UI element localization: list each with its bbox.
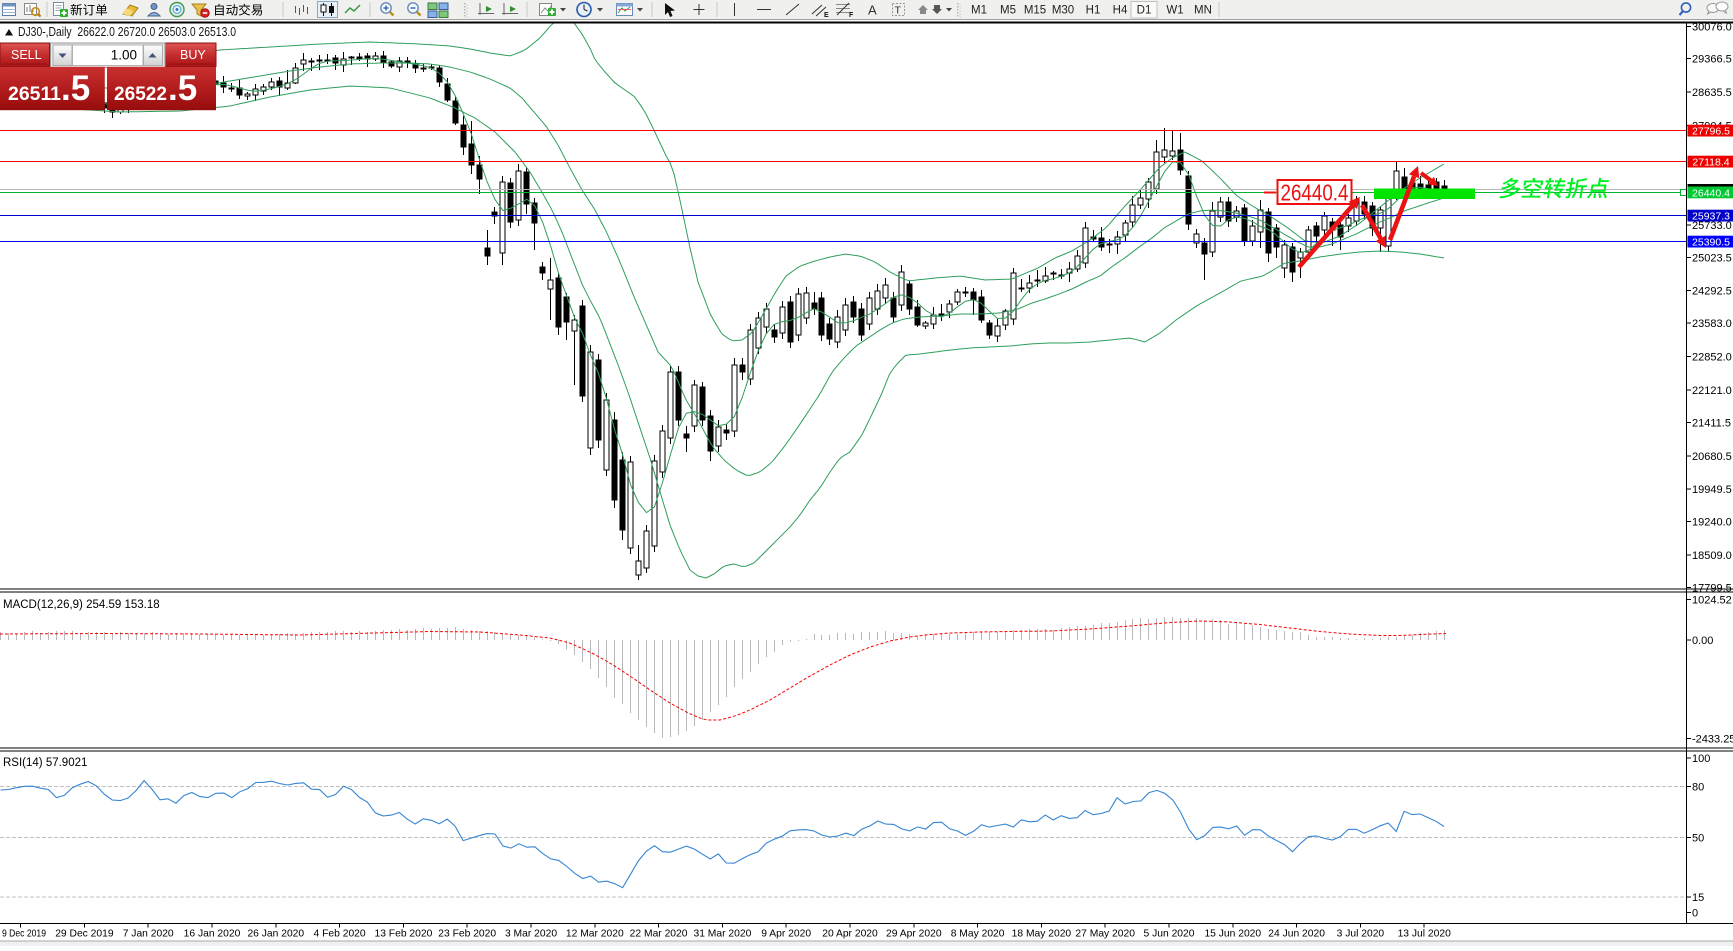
svg-text:8 May 2020: 8 May 2020	[951, 929, 1005, 940]
svg-text:20680.5: 20680.5	[1692, 451, 1732, 463]
svg-text:F: F	[849, 12, 854, 19]
svg-text:5 Jun 2020: 5 Jun 2020	[1144, 929, 1195, 940]
svg-text:23583.0: 23583.0	[1692, 318, 1732, 330]
svg-text:25023.5: 25023.5	[1692, 252, 1732, 264]
svg-text:1024.52: 1024.52	[1692, 594, 1732, 606]
svg-text:27796.5: 27796.5	[1692, 126, 1730, 138]
svg-text:26522: 26522	[114, 83, 167, 105]
svg-text:13 Feb 2020: 13 Feb 2020	[374, 929, 432, 940]
svg-text:4 Feb 2020: 4 Feb 2020	[314, 929, 366, 940]
svg-text:24 Jun 2020: 24 Jun 2020	[1268, 929, 1325, 940]
svg-text:MN: MN	[1194, 5, 1212, 17]
svg-text:9 Dec 2019: 9 Dec 2019	[2, 929, 46, 940]
svg-text:13 Jul 2020: 13 Jul 2020	[1398, 929, 1452, 940]
svg-text:26511: 26511	[8, 83, 61, 105]
svg-text:7 Jan 2020: 7 Jan 2020	[123, 929, 174, 940]
svg-text:15: 15	[1692, 892, 1704, 904]
svg-text:31 Mar 2020: 31 Mar 2020	[693, 929, 751, 940]
svg-text:M1: M1	[971, 5, 987, 17]
svg-text:MACD(12,26,9) 254.59 153.18: MACD(12,26,9) 254.59 153.18	[3, 599, 160, 611]
svg-text:3 Jul 2020: 3 Jul 2020	[1337, 929, 1385, 940]
svg-text:H1: H1	[1086, 5, 1101, 17]
svg-text:29 Apr 2020: 29 Apr 2020	[886, 929, 942, 940]
svg-text:21411.5: 21411.5	[1692, 417, 1731, 429]
svg-text:15 Jun 2020: 15 Jun 2020	[1204, 929, 1261, 940]
svg-text:80: 80	[1692, 782, 1704, 794]
svg-text:H4: H4	[1113, 5, 1128, 17]
svg-text:50: 50	[1692, 833, 1704, 845]
svg-text:30076.0: 30076.0	[1692, 21, 1732, 33]
svg-text:-2433.25: -2433.25	[1692, 734, 1733, 746]
svg-text:100: 100	[1692, 753, 1710, 765]
svg-text:.5: .5	[61, 69, 90, 108]
svg-text:19240.0: 19240.0	[1692, 517, 1732, 529]
svg-text:25390.5: 25390.5	[1692, 237, 1730, 249]
svg-text:23 Feb 2020: 23 Feb 2020	[438, 929, 496, 940]
svg-text:29 Dec 2019: 29 Dec 2019	[55, 929, 114, 940]
svg-text:18509.0: 18509.0	[1692, 550, 1732, 562]
svg-text:12 Mar 2020: 12 Mar 2020	[566, 929, 624, 940]
svg-text:26440.4: 26440.4	[1281, 180, 1349, 206]
svg-text:28635.5: 28635.5	[1692, 87, 1732, 99]
svg-text:T: T	[895, 5, 902, 17]
svg-text:3 Mar 2020: 3 Mar 2020	[505, 929, 557, 940]
svg-text:DJ30-,Daily 26622.0 26720.0 2: DJ30-,Daily 26622.0 26720.0 26503.0 2651…	[18, 25, 236, 39]
svg-text:1.00: 1.00	[111, 48, 137, 63]
svg-text:27 May 2020: 27 May 2020	[1075, 929, 1135, 940]
svg-text:A: A	[868, 3, 877, 18]
svg-text:SELL: SELL	[11, 48, 42, 62]
svg-text:M15: M15	[1024, 5, 1046, 17]
svg-text:18 May 2020: 18 May 2020	[1012, 929, 1072, 940]
svg-text:D1: D1	[1137, 5, 1152, 17]
svg-text:19949.5: 19949.5	[1692, 484, 1732, 496]
svg-text:M5: M5	[1000, 5, 1016, 17]
svg-text:W1: W1	[1166, 5, 1183, 17]
svg-text:BUY: BUY	[180, 48, 206, 62]
svg-text:25937.3: 25937.3	[1692, 211, 1730, 223]
svg-text:22852.0: 22852.0	[1692, 352, 1732, 364]
svg-text:E: E	[824, 12, 829, 19]
svg-text:9 Apr 2020: 9 Apr 2020	[761, 929, 811, 940]
svg-text:17799.5: 17799.5	[1692, 582, 1732, 594]
svg-text:27118.4: 27118.4	[1692, 157, 1729, 169]
svg-text:RSI(14) 57.9021: RSI(14) 57.9021	[3, 757, 87, 769]
svg-text:0: 0	[1692, 908, 1698, 920]
svg-text:16 Jan 2020: 16 Jan 2020	[184, 929, 241, 940]
svg-text:29366.5: 29366.5	[1692, 54, 1732, 66]
svg-text:26440.4: 26440.4	[1692, 187, 1730, 199]
svg-text:24292.5: 24292.5	[1692, 286, 1732, 298]
svg-text:M30: M30	[1052, 5, 1074, 17]
svg-text:0.00: 0.00	[1692, 635, 1713, 647]
svg-text:26 Jan 2020: 26 Jan 2020	[247, 929, 304, 940]
svg-text:22121.0: 22121.0	[1692, 385, 1732, 397]
svg-text:22 Mar 2020: 22 Mar 2020	[630, 929, 688, 940]
svg-text:.5: .5	[168, 69, 197, 108]
svg-text:20 Apr 2020: 20 Apr 2020	[822, 929, 878, 940]
